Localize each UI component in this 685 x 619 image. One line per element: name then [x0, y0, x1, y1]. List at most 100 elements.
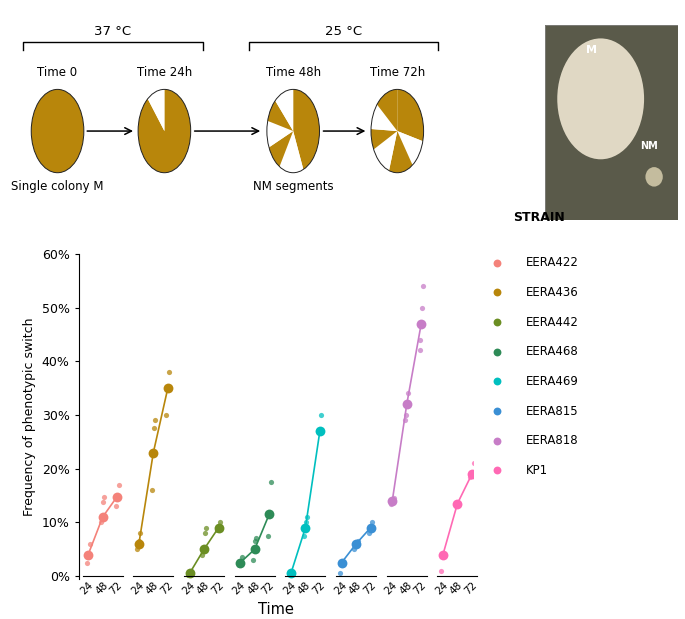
Point: [416, 319, 427, 329]
Ellipse shape: [558, 38, 644, 159]
Text: Time 0: Time 0: [38, 66, 77, 79]
Point: [365, 523, 376, 533]
Point: [314, 426, 325, 436]
Text: EERA815: EERA815: [525, 404, 578, 418]
Point: [416, 319, 427, 329]
Wedge shape: [347, 127, 397, 165]
Ellipse shape: [645, 167, 663, 186]
Point: [99, 491, 110, 501]
Point: [351, 539, 362, 549]
Point: [401, 410, 412, 420]
Point: [399, 415, 410, 425]
Point: [162, 383, 173, 393]
Wedge shape: [7, 69, 108, 194]
Point: [132, 544, 142, 554]
Point: [212, 526, 223, 535]
Text: EERA436: EERA436: [525, 286, 578, 299]
Wedge shape: [384, 131, 422, 194]
Text: 25 °C: 25 °C: [325, 25, 362, 38]
Point: [334, 568, 345, 578]
Wedge shape: [293, 69, 344, 191]
X-axis label: Time: Time: [258, 602, 294, 617]
Point: [417, 281, 428, 291]
Point: [349, 544, 360, 554]
Point: [97, 512, 108, 522]
Wedge shape: [242, 112, 293, 161]
Point: [97, 497, 108, 507]
Point: [465, 472, 476, 482]
Point: [236, 552, 247, 562]
Text: EERA469: EERA469: [525, 375, 578, 388]
Point: [300, 523, 311, 533]
Wedge shape: [249, 131, 293, 188]
Point: [186, 566, 197, 576]
Point: [198, 544, 209, 554]
Wedge shape: [347, 85, 397, 131]
Point: [161, 410, 172, 420]
Point: [387, 496, 398, 506]
Point: [414, 345, 425, 355]
Text: KP1: KP1: [525, 464, 547, 477]
Point: [83, 552, 94, 562]
Point: [336, 560, 347, 570]
Point: [113, 480, 124, 490]
Point: [233, 560, 244, 570]
Point: [135, 528, 146, 538]
Point: [401, 399, 412, 409]
Point: [112, 491, 123, 501]
Point: [262, 531, 273, 541]
Point: [213, 523, 224, 533]
Point: [162, 383, 173, 393]
Wedge shape: [362, 69, 397, 131]
Text: 37 °C: 37 °C: [95, 25, 132, 38]
Point: [249, 544, 260, 554]
Point: [147, 448, 158, 457]
Point: [403, 389, 414, 399]
Point: [265, 477, 276, 487]
Text: Time 48h: Time 48h: [266, 66, 321, 79]
Text: Time 24h: Time 24h: [137, 66, 192, 79]
Point: [286, 568, 297, 578]
Wedge shape: [271, 131, 309, 194]
Point: [134, 536, 145, 546]
Point: [264, 509, 275, 519]
Point: [402, 399, 413, 409]
Point: [301, 517, 312, 527]
Point: [366, 517, 377, 527]
Point: [214, 517, 225, 527]
Point: [351, 539, 362, 549]
Point: [112, 491, 123, 501]
Point: [287, 568, 298, 578]
Point: [235, 558, 246, 568]
Point: [364, 528, 375, 538]
Point: [450, 501, 461, 511]
Point: [81, 558, 92, 568]
Point: [284, 568, 295, 578]
Point: [299, 523, 310, 533]
Point: [149, 423, 160, 433]
Point: [250, 536, 261, 546]
Point: [251, 534, 262, 543]
Point: [385, 499, 396, 509]
Point: [249, 544, 260, 554]
Point: [134, 539, 145, 549]
Point: [415, 335, 426, 345]
Point: [197, 550, 208, 560]
Point: [436, 566, 447, 576]
Point: [336, 558, 347, 568]
Point: [466, 469, 477, 479]
Wedge shape: [354, 131, 397, 192]
Point: [96, 517, 107, 527]
Text: Single colony M: Single colony M: [11, 180, 104, 193]
Wedge shape: [397, 69, 448, 150]
Text: NM: NM: [640, 141, 658, 150]
Wedge shape: [114, 69, 215, 194]
Text: NM segments: NM segments: [253, 180, 334, 193]
Text: EERA422: EERA422: [525, 256, 578, 269]
Text: M: M: [586, 45, 597, 55]
Point: [184, 568, 195, 578]
Wedge shape: [397, 131, 446, 186]
Y-axis label: Frequency of phenotypic switch: Frequency of phenotypic switch: [23, 317, 36, 516]
Point: [453, 499, 464, 509]
Point: [199, 528, 210, 538]
